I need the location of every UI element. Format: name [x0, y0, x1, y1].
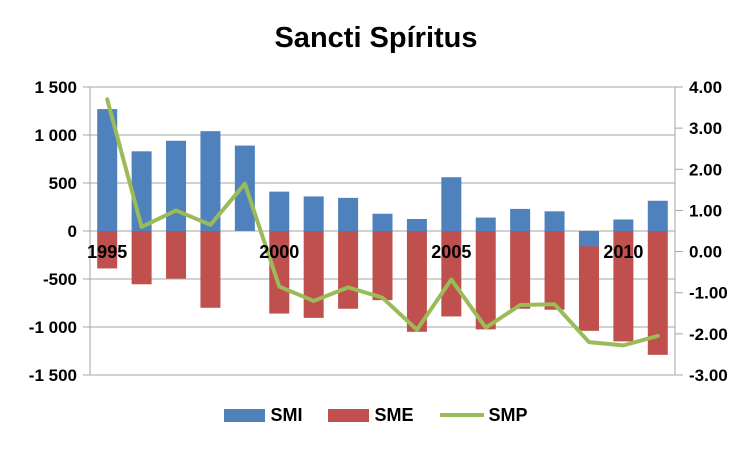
- sme-bar-2010: [613, 231, 634, 342]
- svg-text:4.00: 4.00: [689, 78, 722, 97]
- smi-bar-2003: [372, 213, 393, 231]
- sme-bar-2000: [269, 231, 290, 314]
- smp-line: [105, 97, 660, 348]
- sme-bar-swatch-icon: [328, 408, 370, 422]
- sme-bar-2002: [338, 231, 359, 309]
- svg-text:-3.00: -3.00: [689, 366, 728, 385]
- smi-bar-2001: [303, 196, 324, 231]
- axis-lines: [83, 86, 683, 376]
- left-axis-labels: 1 500 1 000 500 0 -500 -1 000 -1 500: [29, 78, 77, 385]
- sme-bar-2006: [475, 231, 496, 330]
- smi-bar-1995: [97, 109, 118, 231]
- sme-bar-2003: [372, 231, 393, 301]
- svg-text:1 500: 1 500: [34, 78, 77, 97]
- legend-label-smi: SMI: [270, 405, 303, 425]
- smi-bar-1996: [131, 151, 152, 231]
- svg-text:-2.00: -2.00: [689, 325, 728, 344]
- sme-bar-1998: [200, 231, 221, 308]
- sme-bar-2011: [647, 231, 668, 355]
- sme-bar-2005: [441, 231, 462, 317]
- legend-label-smp: SMP: [488, 405, 528, 425]
- legend-label-sme: SME: [374, 405, 414, 425]
- sme-bar-2001: [303, 231, 324, 318]
- smi-bar-1998: [200, 131, 221, 231]
- svg-text:1 000: 1 000: [34, 126, 77, 145]
- sme-bar-1995: [97, 231, 118, 269]
- smi-bar-2007: [510, 208, 531, 231]
- sme-bar-2008: [544, 231, 565, 310]
- smi-bar-2009: [578, 231, 599, 247]
- x-axis-labels: 1995 2000 2005 2010: [87, 242, 643, 262]
- svg-text:1995: 1995: [87, 242, 127, 262]
- svg-text:-500: -500: [43, 270, 77, 289]
- smi-bar-2010: [613, 219, 634, 231]
- smi-bar-2005: [441, 177, 462, 231]
- svg-text:2010: 2010: [603, 242, 643, 262]
- smi-bar-1997: [166, 140, 187, 231]
- legend-item-smp: SMP: [439, 405, 528, 425]
- sme-bar-2009: [578, 231, 599, 331]
- smi-bar-swatch-icon: [224, 408, 266, 422]
- sme-bar-1996: [131, 231, 152, 285]
- svg-text:500: 500: [49, 174, 77, 193]
- smi-bar-2006: [475, 217, 496, 231]
- sme-bars: [97, 231, 668, 355]
- legend-item-sme: SME: [328, 405, 414, 425]
- chart-legend: SMI SME SMP: [0, 406, 752, 424]
- smi-bar-2008: [544, 211, 565, 231]
- legend-item-smi: SMI: [224, 406, 302, 424]
- smi-bar-2000: [269, 191, 290, 231]
- svg-text:1.00: 1.00: [689, 201, 722, 220]
- svg-text:-1.00: -1.00: [689, 284, 728, 303]
- svg-text:3.00: 3.00: [689, 119, 722, 138]
- svg-text:0: 0: [68, 222, 77, 241]
- smp-line-path: [105, 97, 660, 348]
- smi-bars: [97, 109, 668, 247]
- svg-text:-1 000: -1 000: [29, 318, 77, 337]
- sme-bar-2004: [406, 231, 427, 332]
- svg-text:2000: 2000: [259, 242, 299, 262]
- smi-bar-2002: [338, 197, 359, 231]
- sme-bar-2007: [510, 231, 531, 309]
- sme-bar-1997: [166, 231, 187, 279]
- smi-bar-2004: [406, 219, 427, 231]
- smp-line-swatch-icon: [439, 413, 484, 417]
- svg-text:0.00: 0.00: [689, 243, 722, 262]
- chart-title: Sancti Spíritus: [274, 22, 478, 54]
- svg-text:2.00: 2.00: [689, 160, 722, 179]
- svg-text:2005: 2005: [431, 242, 471, 262]
- right-axis-labels: 4.00 3.00 2.00 1.00 0.00 -1.00 -2.00 -3.00: [689, 78, 728, 385]
- smi-bar-2011: [647, 200, 668, 231]
- svg-text:-1 500: -1 500: [29, 366, 77, 385]
